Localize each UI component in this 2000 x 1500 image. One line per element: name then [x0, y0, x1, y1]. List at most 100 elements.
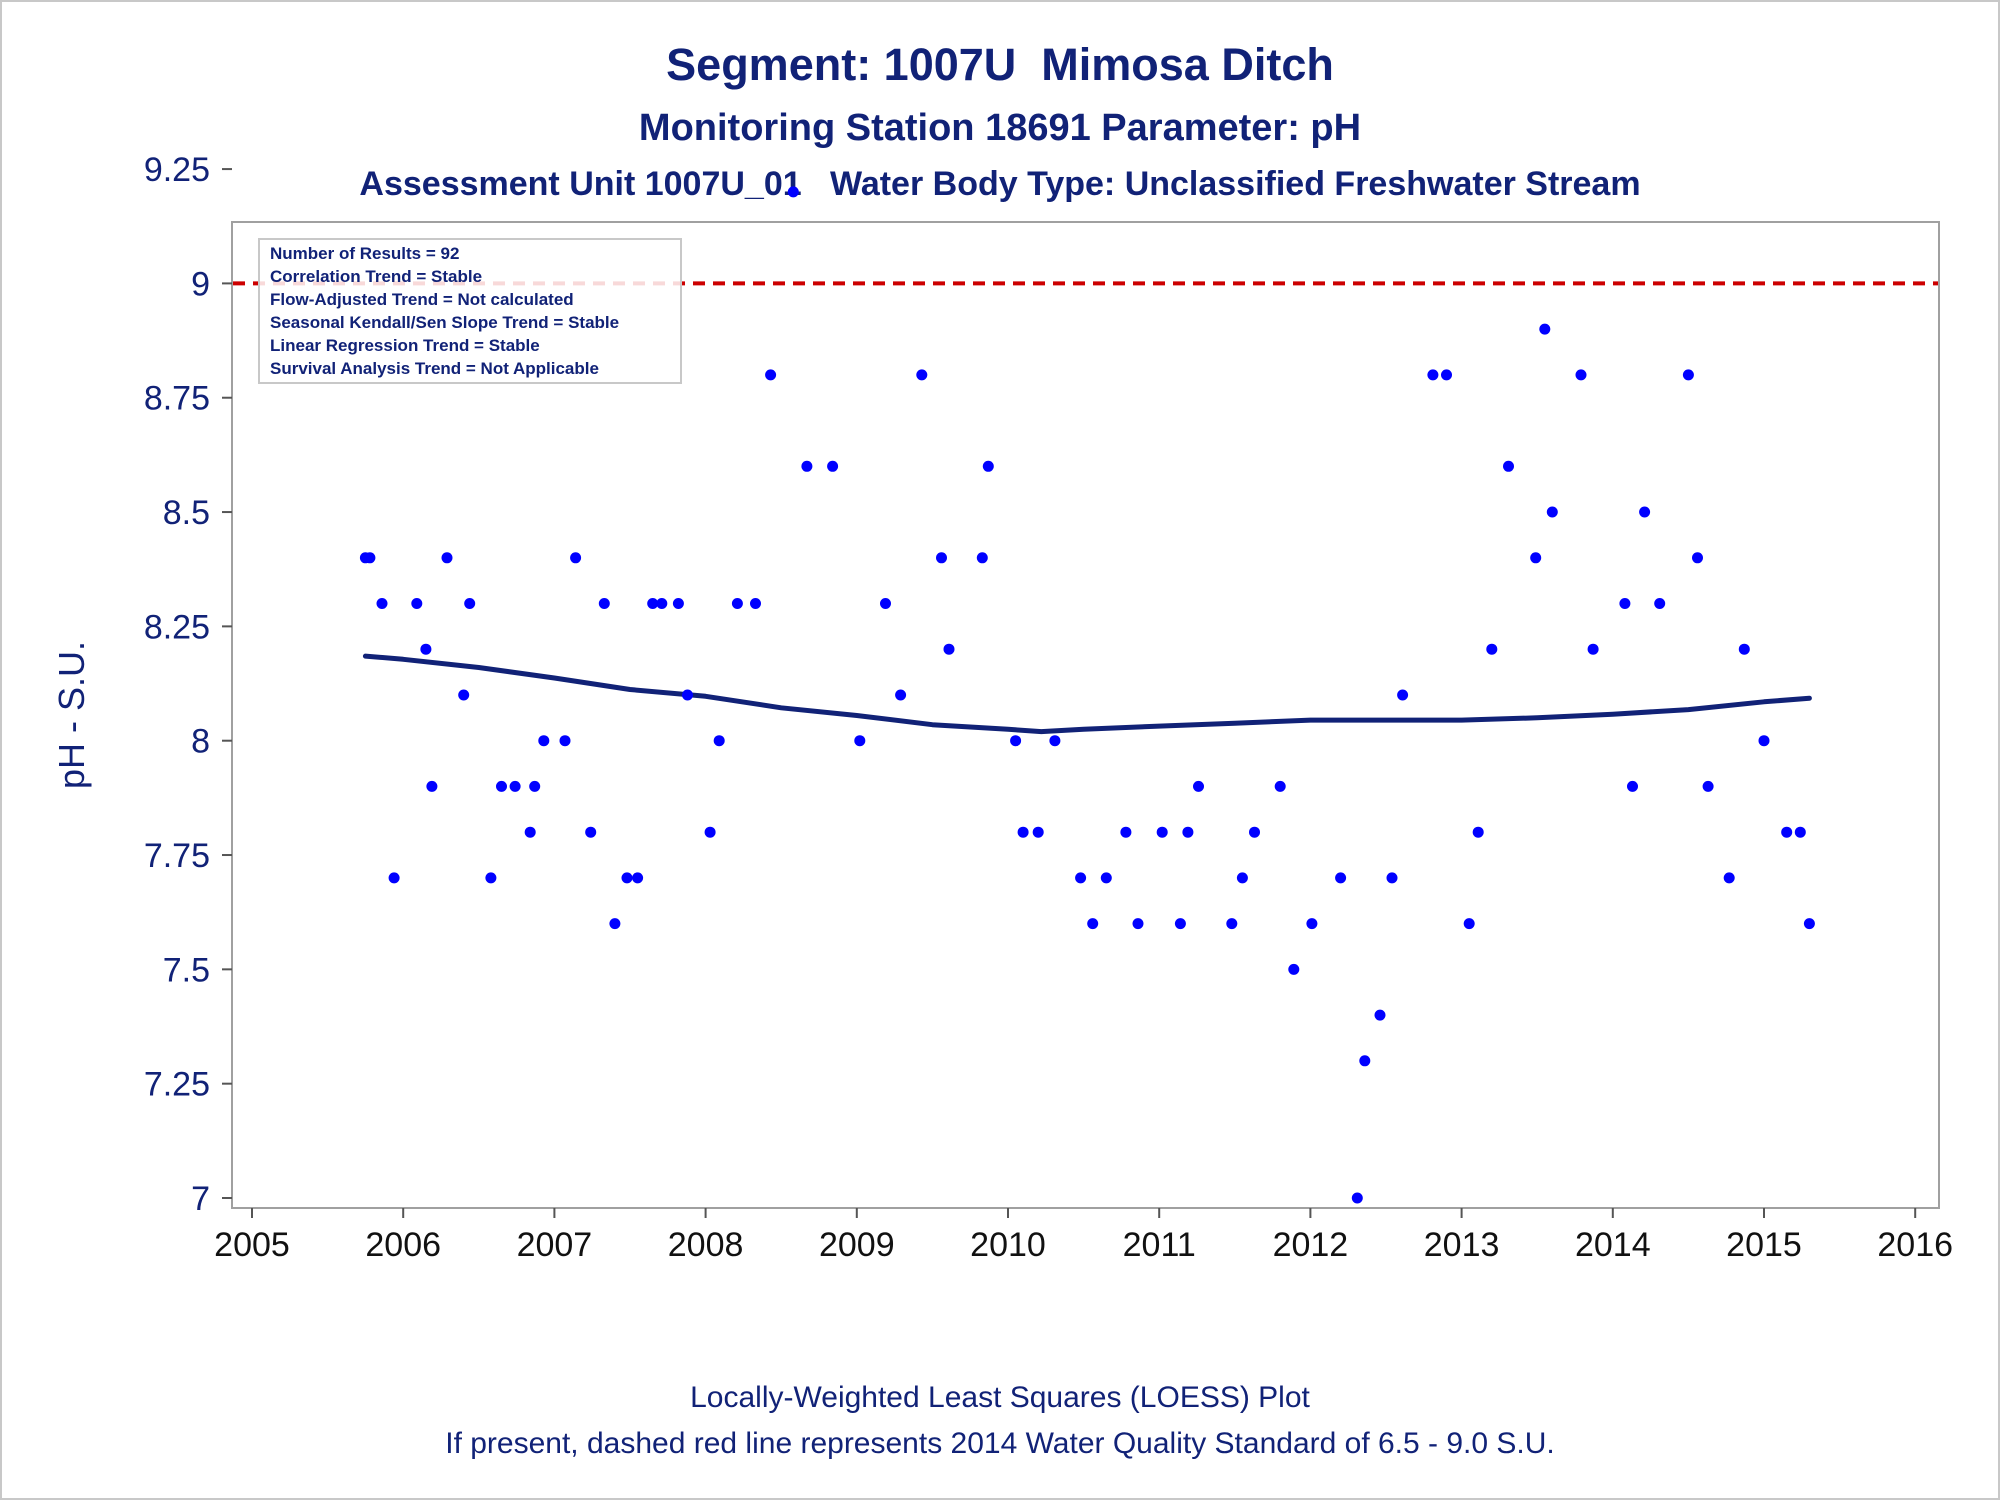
data-point [1174, 918, 1186, 930]
title-block: Segment: 1007U Mimosa Ditch Monitoring S… [0, 30, 2000, 212]
data-point [1249, 826, 1260, 838]
data-point [1359, 1055, 1371, 1067]
info-line-survival: Survival Analysis Trend = Not Applicable [270, 359, 599, 378]
data-point [485, 872, 497, 884]
data-point [524, 826, 536, 838]
footer: Locally-Weighted Least Squares (LOESS) P… [0, 1375, 2000, 1467]
data-point [982, 460, 994, 472]
data-point [1193, 780, 1204, 792]
data-point [647, 598, 659, 609]
data-point [388, 872, 400, 884]
data-point [1427, 369, 1439, 381]
data-point [656, 598, 668, 609]
x-tick-label: 2006 [365, 1226, 441, 1264]
x-tick-label: 2005 [214, 1226, 290, 1264]
data-point [1087, 918, 1099, 930]
trend-info-box: Number of Results = 92 Correlation Trend… [258, 238, 682, 384]
loess-group [362, 653, 1812, 735]
data-point [1702, 780, 1714, 792]
data-point [570, 552, 582, 564]
data-point [1803, 918, 1815, 930]
data-point [943, 643, 955, 655]
data-point [598, 598, 610, 609]
data-point [1010, 735, 1022, 747]
chart-title: Segment: 1007U Mimosa Ditch [666, 39, 1334, 90]
data-point [1100, 872, 1112, 884]
x-tick-label: 2010 [970, 1226, 1046, 1264]
data-point [1463, 918, 1475, 930]
data-point [1441, 369, 1452, 381]
points-group [359, 186, 1815, 1204]
data-point [1351, 1192, 1363, 1204]
data-point [621, 872, 633, 884]
data-point [1627, 780, 1638, 792]
info-line-correlation: Correlation Trend = Stable [270, 267, 483, 286]
y-axis: 7 7.25 7.5 7.75 8 8.25 8.5 8.75 9 9.25 [144, 151, 232, 1218]
data-point [880, 598, 891, 609]
data-point [609, 918, 621, 930]
chart-subtitle-assessment: Assessment Unit 1007U_01 Water Body Type… [359, 165, 1641, 203]
data-point [1472, 826, 1484, 838]
data-point [1397, 689, 1409, 701]
data-point [682, 689, 693, 701]
info-line-linear-regression: Linear Regression Trend = Stable [270, 336, 540, 355]
data-point [1503, 460, 1514, 472]
data-point [376, 598, 388, 609]
x-tick-label: 2016 [1877, 1226, 1953, 1264]
data-point [1075, 872, 1087, 884]
data-point [426, 780, 438, 792]
y-tick-label: 7.5 [163, 951, 210, 989]
x-tick-label: 2011 [1123, 1226, 1196, 1264]
data-point [1639, 506, 1651, 518]
data-point [585, 826, 597, 838]
data-point [538, 735, 550, 747]
y-tick-label: 7.75 [144, 837, 210, 875]
data-point [713, 735, 725, 747]
data-point [731, 598, 743, 609]
data-point [1306, 918, 1318, 930]
loess-line [362, 653, 1812, 735]
info-line-results: Number of Results = 92 [270, 244, 460, 263]
data-point [1288, 963, 1300, 975]
data-point [1182, 826, 1194, 838]
data-point [895, 689, 907, 701]
data-point [1226, 918, 1238, 930]
data-point [1156, 826, 1168, 838]
data-point [1032, 826, 1044, 838]
y-tick-label: 8.25 [144, 608, 210, 646]
data-point [1386, 872, 1398, 884]
footer-standard-note: If present, dashed red line represents 2… [445, 1427, 1555, 1460]
data-point [1781, 826, 1793, 838]
info-line-flow-adjusted: Flow-Adjusted Trend = Not calculated [270, 290, 574, 309]
data-point [1546, 506, 1558, 518]
data-point [1120, 826, 1132, 838]
data-point [559, 735, 571, 747]
data-point [1017, 826, 1029, 838]
footer-plot-type: Locally-Weighted Least Squares (LOESS) P… [690, 1381, 1310, 1414]
data-point [458, 689, 470, 701]
data-point [1758, 735, 1770, 747]
x-tick-label: 2007 [517, 1226, 593, 1264]
data-point [364, 552, 376, 564]
data-point [1692, 552, 1703, 564]
data-point [1049, 735, 1061, 747]
data-point [529, 780, 541, 792]
x-tick-label: 2015 [1726, 1226, 1802, 1264]
data-point [1486, 643, 1498, 655]
x-tick-label: 2012 [1273, 1226, 1349, 1264]
data-point [1654, 598, 1666, 609]
data-point [672, 598, 684, 609]
data-point [632, 872, 644, 884]
data-point [854, 735, 866, 747]
data-point [787, 186, 799, 198]
data-point [496, 780, 507, 792]
data-point [1619, 598, 1631, 609]
x-tick-label: 2013 [1424, 1226, 1500, 1264]
data-point [1374, 1009, 1386, 1021]
info-line-seasonal-kendall: Seasonal Kendall/Sen Slope Trend = Stabl… [270, 313, 620, 332]
y-axis-label: pH - S.U. [51, 641, 92, 789]
data-point [916, 369, 928, 381]
data-point [1236, 872, 1248, 884]
x-tick-label: 2008 [668, 1226, 744, 1264]
